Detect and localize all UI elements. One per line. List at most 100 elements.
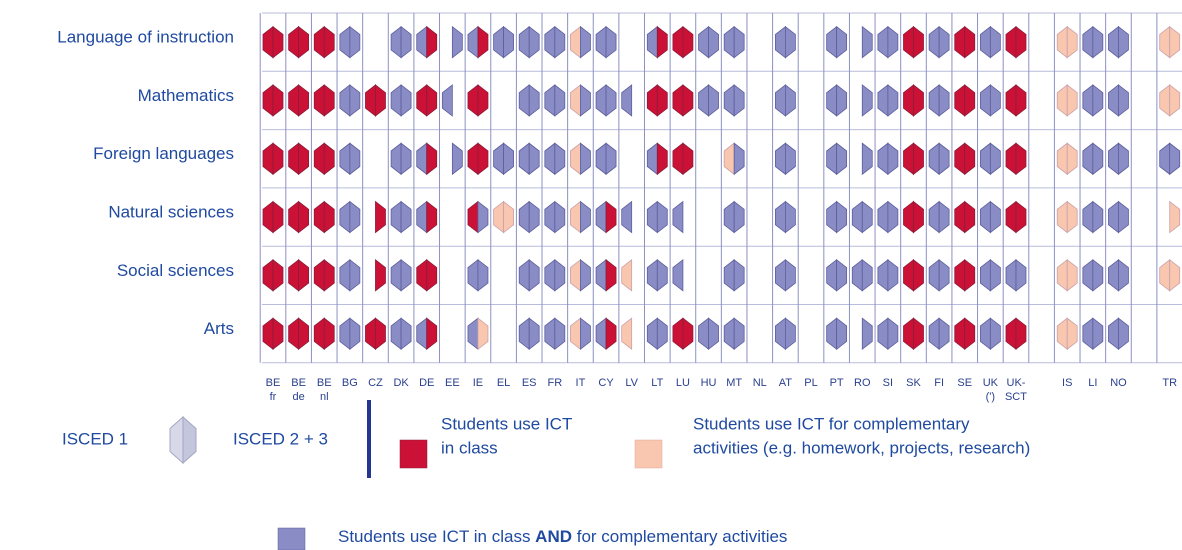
hexagon-right-half [580, 142, 591, 176]
hexagon-right-half [964, 142, 976, 176]
hexagon-left-half [826, 200, 838, 234]
hexagon-right-half [861, 259, 873, 292]
hexagon-right-half [605, 259, 617, 292]
hexagon-right-half [1092, 259, 1104, 292]
hexagon-right-half [426, 25, 438, 59]
legend-swatch [634, 439, 663, 469]
hexagon-right-half [1015, 317, 1027, 350]
column-label: AT [779, 377, 793, 389]
hexagon-right-half [349, 84, 361, 117]
hexagon-left-half [390, 142, 402, 176]
hexagon-right-half [861, 84, 873, 117]
hexagon-left-half [954, 317, 966, 350]
hexagon-left-half [877, 259, 889, 292]
hexagon-left-half [928, 200, 940, 234]
column-label: BG [342, 377, 358, 389]
hexagon-right-half [913, 142, 924, 176]
hexagon-right-half [656, 25, 668, 59]
hexagon-right-half [426, 142, 438, 176]
hexagon-left-half [390, 84, 402, 117]
hexagon-left-half [903, 200, 914, 234]
hexagon-left-half [621, 200, 633, 234]
hexagon-right-half [375, 84, 386, 117]
hexagon-right-half [451, 142, 463, 176]
legend-label: Students use ICT in class AND for comple… [338, 527, 787, 546]
hexagon-right-half [1066, 25, 1078, 59]
hexagon-left-half [979, 259, 991, 292]
hexagon-left-half [928, 317, 940, 350]
column-label: SE [957, 377, 972, 389]
hexagon-left-half [339, 142, 351, 176]
hexagon-right-half [554, 259, 566, 292]
hexagon-left-half [1082, 84, 1094, 117]
hexagon-right-half [272, 25, 284, 59]
hexagon-right-half [989, 259, 1001, 292]
hexagon-left-half [313, 259, 325, 292]
hexagon-left-half [646, 200, 658, 234]
hexagon-left-half [723, 25, 735, 59]
hexagon-left-half [646, 25, 658, 59]
hexagon-right-half [708, 84, 719, 117]
hexagon-right-half [785, 200, 796, 234]
hexagon-right-half [1066, 259, 1078, 292]
hexagon-right-half [349, 317, 361, 350]
hexagon-left-half [1005, 259, 1017, 292]
column-label: PT [830, 377, 844, 389]
hexagon-left-half [672, 84, 684, 117]
hexagon-left-half [979, 25, 991, 59]
hexagon-left-half [467, 84, 479, 117]
hexagon-right-half [1118, 200, 1129, 234]
hexagon-right-half [477, 200, 489, 234]
hexagon-left-half [672, 25, 684, 59]
hexagon-left-half [928, 142, 940, 176]
hexagon-right-half [861, 317, 873, 350]
hexagon-left-half [441, 84, 453, 117]
hexagon-right-half [528, 84, 540, 117]
hexagon-right-half [989, 25, 1001, 59]
hexagon-left-half [1005, 142, 1017, 176]
hexagon-right-half [298, 25, 310, 59]
column-label: nl [320, 391, 329, 403]
hexagon-left-half [1082, 317, 1094, 350]
hexagon-left-half [570, 142, 581, 176]
hexagon-right-half [1118, 142, 1129, 176]
hexagon-left-half [518, 259, 530, 292]
row-label: Arts [204, 319, 234, 338]
column-label: LI [1088, 377, 1097, 389]
hexagon-left-half [518, 142, 530, 176]
hexagon-left-half [928, 259, 940, 292]
hexagon-left-half [595, 317, 607, 350]
column-label: FI [934, 377, 944, 389]
hexagon-left-half [1159, 25, 1171, 59]
hexagon-right-half [272, 259, 284, 292]
hexagon-right-half [938, 317, 950, 350]
hexagon-right-half [708, 25, 719, 59]
hexagon-right-half [605, 84, 617, 117]
hexagon-left-half [416, 259, 428, 292]
hexagon-left-half [954, 142, 966, 176]
hexagon-left-half [313, 142, 325, 176]
hexagon-left-half [954, 200, 966, 234]
hexagon-right-half [298, 259, 310, 292]
hexagon-left-half [467, 142, 479, 176]
column-label: UK- [1007, 377, 1026, 389]
hexagon-right-half [400, 25, 412, 59]
hexagon-right-half [1118, 317, 1129, 350]
hexagon-right-half [682, 84, 694, 117]
hexagon-left-half [493, 142, 504, 176]
hexagon-right-half [426, 259, 438, 292]
hexagon-left-half [313, 25, 325, 59]
legend-label-emphasis: AND [535, 527, 572, 546]
column-label: SI [883, 377, 893, 389]
hexagon-right-half [656, 259, 668, 292]
row-label: Social sciences [117, 261, 234, 280]
hexagon-right-half [682, 25, 694, 59]
hexagon-right-half [554, 200, 566, 234]
hexagon-right-half [580, 259, 591, 292]
hexagon-left-half [826, 142, 838, 176]
hexagon-left-half [1108, 142, 1119, 176]
hexagon-right-half [1092, 84, 1104, 117]
hexagon-left-half [595, 84, 607, 117]
hexagon-right-half [913, 317, 924, 350]
